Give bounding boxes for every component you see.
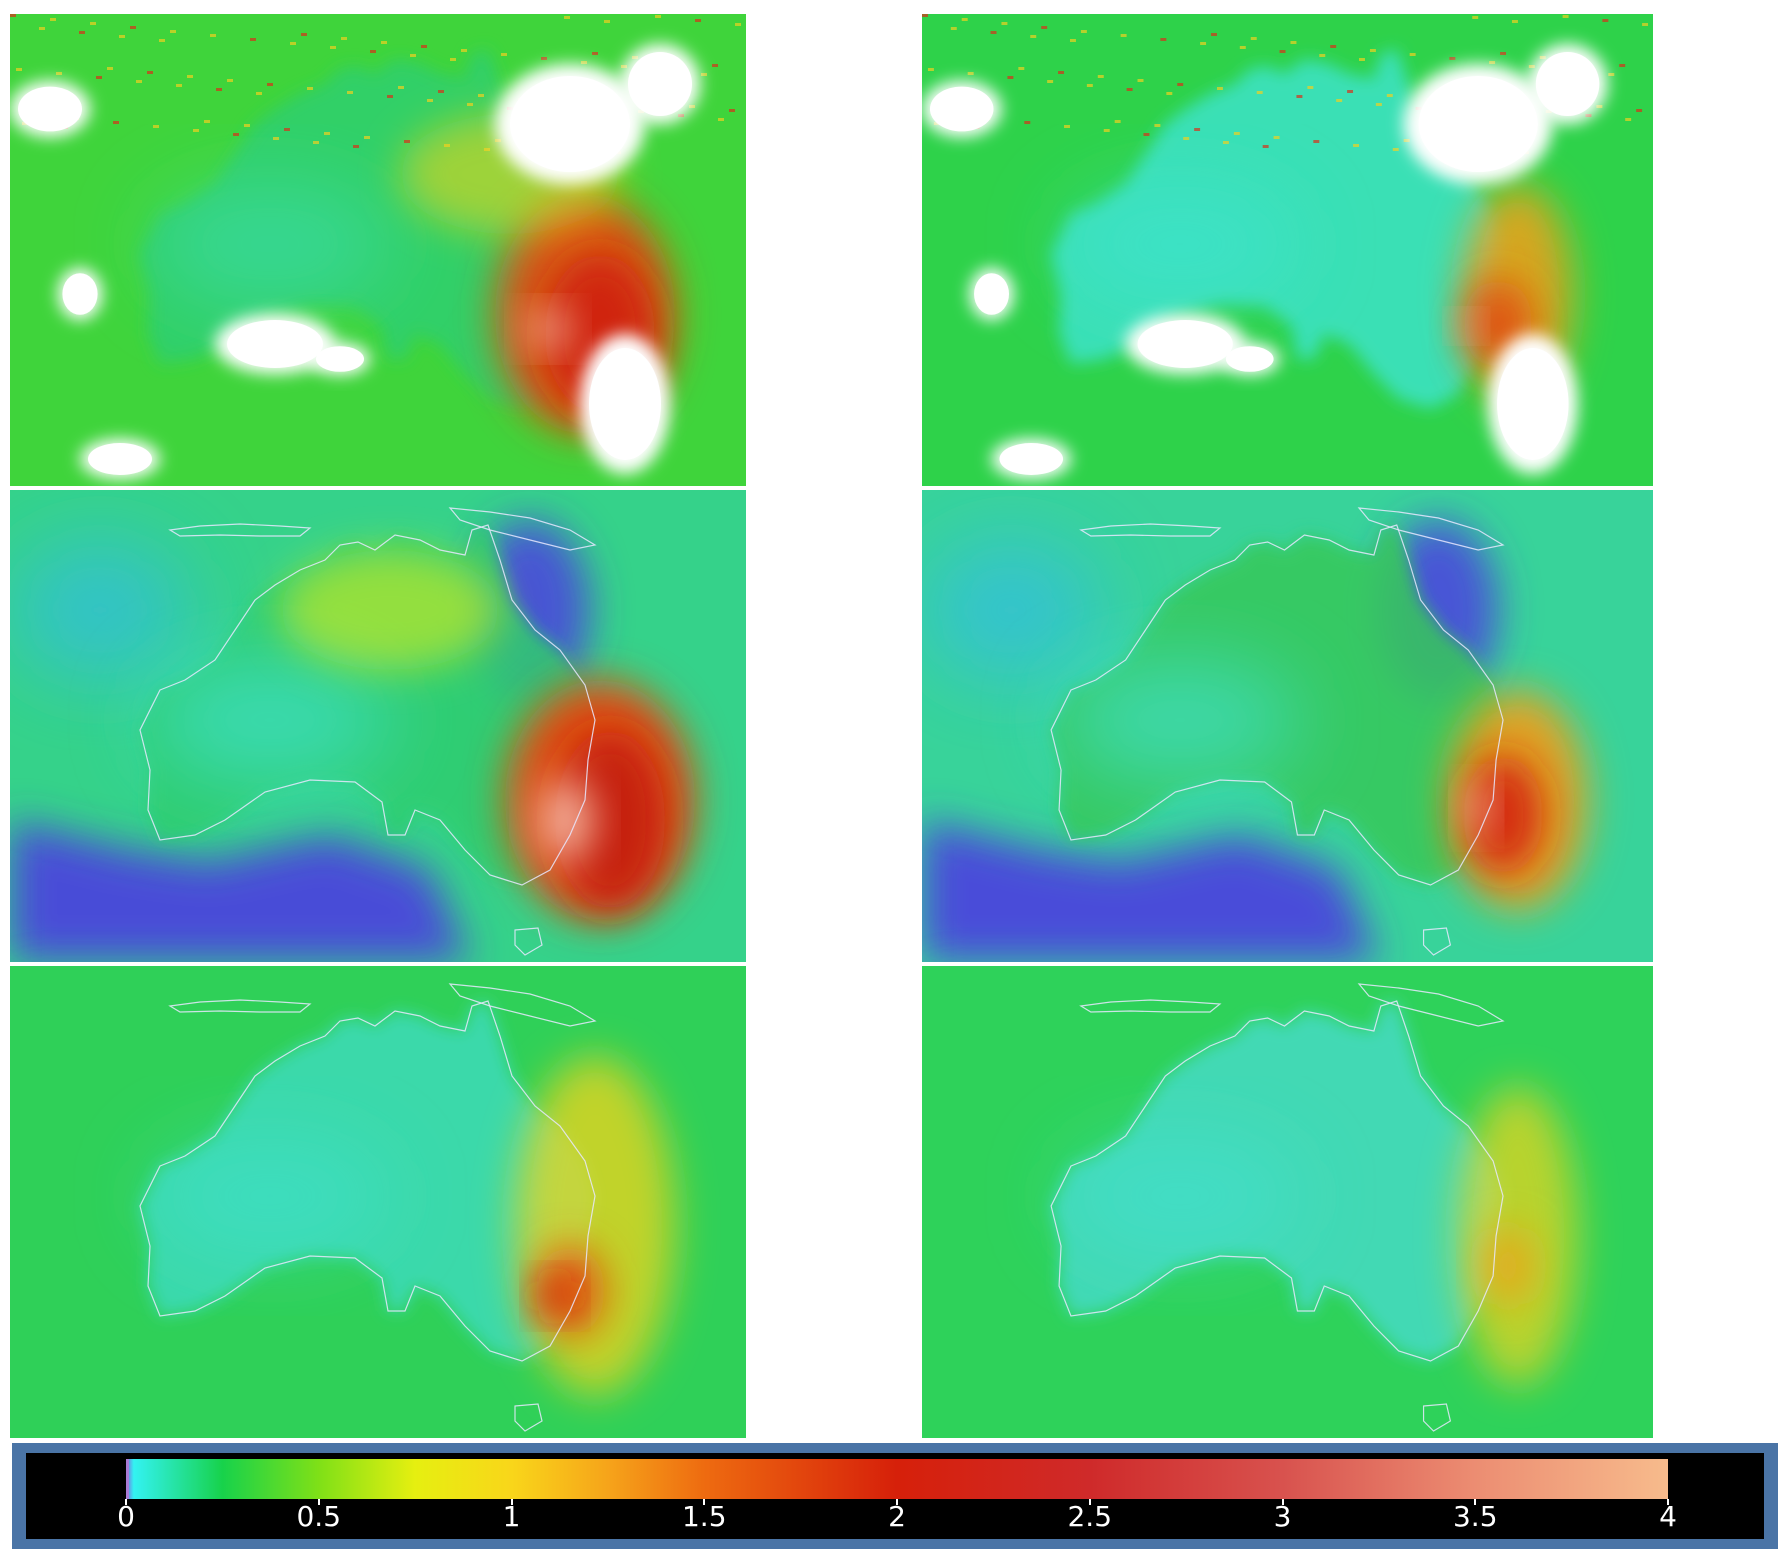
colorbar-tick-mark	[1474, 1499, 1477, 1505]
colorbar-tick-label: 1	[502, 1500, 521, 1533]
map-panel-row3-right	[922, 966, 1653, 1438]
colorbar-min-marker	[126, 1459, 129, 1499]
colorbar-ticks: 0 0.5 1 1.5 2 2.5 3 3.5 4	[26, 1453, 1764, 1539]
colorbar-tick-mark	[703, 1499, 706, 1505]
map-panel-row1-left	[10, 14, 746, 486]
colorbar-ramp	[126, 1459, 1668, 1499]
map-panel-row2-left	[10, 490, 746, 962]
colorbar-tick-mark	[1667, 1499, 1669, 1505]
colorbar-tick-mark	[510, 1499, 513, 1505]
map-panel-row2-right	[922, 490, 1653, 962]
colorbar-tick-mark	[317, 1499, 320, 1505]
colorbar-tick-label: 3.5	[1452, 1500, 1498, 1533]
colorbar-tick-label: 2.5	[1067, 1500, 1113, 1533]
colorbar-tick-mark	[125, 1499, 127, 1505]
colorbar-tick-label: 3	[1273, 1500, 1292, 1533]
colorbar-tick-label: 1.5	[681, 1500, 727, 1533]
colorbar-tick-label: 2	[888, 1500, 906, 1533]
colorbar-tick-mark	[896, 1499, 898, 1505]
map-panel-row1-right	[922, 14, 1653, 486]
colorbar-tick-mark	[1088, 1499, 1091, 1505]
colorbar-tick-mark	[1281, 1499, 1284, 1505]
colorbar-tick-label: 0.5	[296, 1500, 342, 1533]
colorbar: 0 0.5 1 1.5 2 2.5 3 3.5 4	[26, 1453, 1764, 1539]
colorbar-tick-label: 0	[117, 1500, 135, 1533]
colorbar-tick-label: 4	[1659, 1500, 1677, 1533]
map-panel-row3-left	[10, 966, 746, 1438]
colorbar-frame: 0 0.5 1 1.5 2 2.5 3 3.5 4	[12, 1443, 1778, 1549]
